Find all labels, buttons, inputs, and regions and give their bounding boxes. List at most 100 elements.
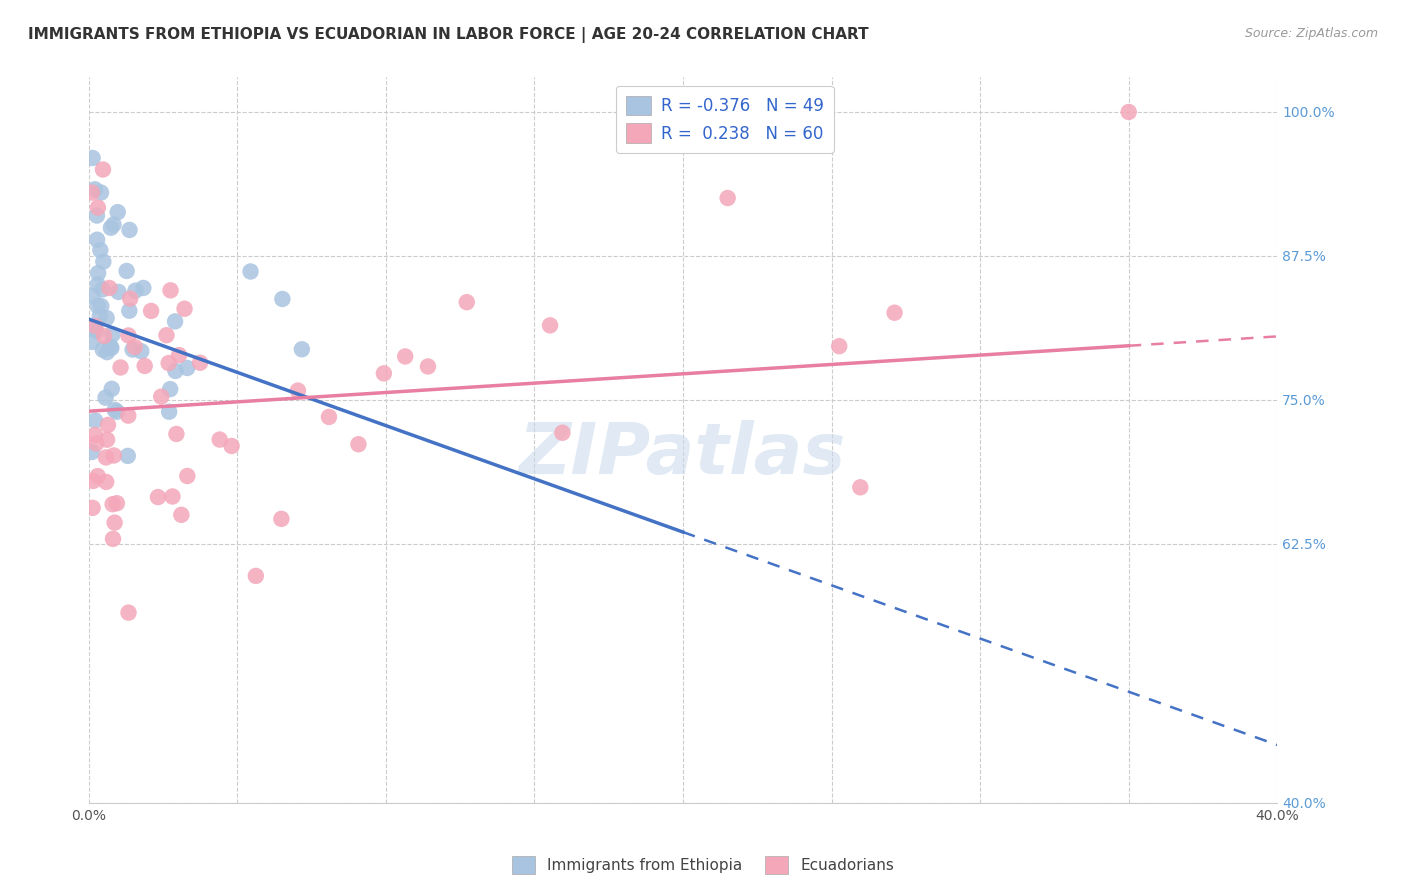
Point [120,292,142,306]
Point [538,318,561,333]
Point [117,449,139,463]
Point [717,191,740,205]
Point [287,384,309,398]
Point [551,425,574,440]
Point [107,285,129,299]
Point [91,162,114,177]
Point [188,356,211,370]
Point [132,281,155,295]
Point [162,490,184,504]
Point [82,289,104,303]
Point [96,475,118,489]
Point [87,266,110,280]
Point [91,343,114,357]
Point [91,254,114,268]
Point [155,328,177,343]
Text: ZIPatlas: ZIPatlas [519,420,846,489]
Point [100,341,122,355]
Point [97,417,120,432]
Point [82,500,104,515]
Point [416,359,439,374]
Point [103,449,125,463]
Point [82,334,104,349]
Point [101,532,124,546]
Point [394,350,416,364]
Point [89,309,111,323]
Point [96,433,118,447]
Point [96,345,118,359]
Point [100,339,122,353]
Point [110,360,132,375]
Point [828,339,851,353]
Point [117,328,139,343]
Point [100,220,122,235]
Point [82,151,104,165]
Point [176,361,198,376]
Point [129,344,152,359]
Point [84,436,107,450]
Point [117,606,139,620]
Point [80,445,103,459]
Point [89,243,111,257]
Legend: Immigrants from Ethiopia, Ecuadorians: Immigrants from Ethiopia, Ecuadorians [506,850,900,880]
Point [115,264,138,278]
Point [165,426,187,441]
Point [1118,105,1140,120]
Point [90,186,112,200]
Point [118,223,141,237]
Point [167,348,190,362]
Point [105,405,128,419]
Point [239,264,262,278]
Point [150,390,173,404]
Point [124,340,146,354]
Point [146,490,169,504]
Point [159,284,181,298]
Point [165,364,187,378]
Point [82,474,104,488]
Point [104,403,127,417]
Point [105,496,128,510]
Point [208,433,231,447]
Point [91,282,114,296]
Point [117,409,139,423]
Point [96,311,118,326]
Point [86,299,108,313]
Point [124,284,146,298]
Point [134,359,156,373]
Point [121,343,143,357]
Point [159,382,181,396]
Point [98,281,121,295]
Point [118,303,141,318]
Point [456,295,478,310]
Point [80,186,103,200]
Point [165,314,187,328]
Point [84,324,107,338]
Point [176,469,198,483]
Point [101,497,124,511]
Point [107,205,129,219]
Point [84,413,107,427]
Legend: R = -0.376   N = 49, R =  0.238   N = 60: R = -0.376 N = 49, R = 0.238 N = 60 [616,86,834,153]
Point [86,209,108,223]
Point [84,428,107,442]
Point [100,382,122,396]
Point [84,318,107,333]
Point [93,329,115,343]
Point [173,301,195,316]
Point [86,233,108,247]
Point [271,292,294,306]
Point [883,306,905,320]
Point [245,569,267,583]
Point [87,201,110,215]
Point [94,391,117,405]
Point [347,437,370,451]
Point [318,409,340,424]
Point [373,367,395,381]
Point [104,516,127,530]
Text: Source: ZipAtlas.com: Source: ZipAtlas.com [1244,27,1378,40]
Point [849,480,872,494]
Point [103,218,125,232]
Point [83,320,105,334]
Point [221,439,243,453]
Point [86,277,108,292]
